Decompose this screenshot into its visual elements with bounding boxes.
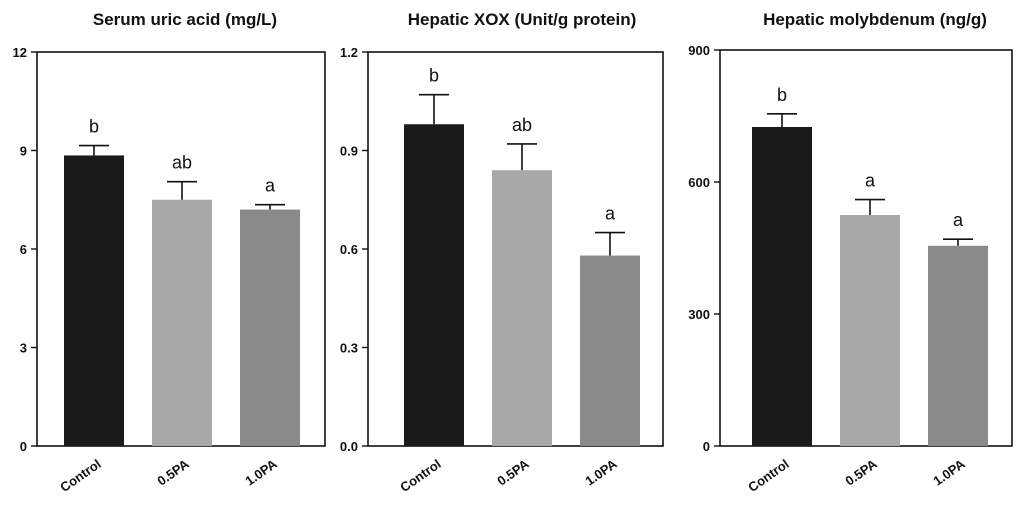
y-tick-label: 9 [20,144,27,159]
x-tick-label: 1.0PA [242,456,280,489]
y-tick-label: 12 [13,45,27,60]
significance-letter: a [953,210,964,230]
x-tick-label: 0.5PA [842,456,880,489]
bar-10pa [240,209,300,446]
y-tick-label: 3 [20,341,27,356]
bar-10pa [928,245,988,446]
significance-letter: b [429,66,439,86]
x-tick-label: 0.5PA [154,456,192,489]
bar-control [752,127,812,446]
significance-letter: ab [512,115,532,135]
significance-letter: b [777,85,787,105]
bar-05pa [492,170,552,446]
significance-letter: a [265,176,276,196]
y-tick-label: 600 [688,175,710,190]
significance-letter: a [605,204,616,224]
chart-title: Serum uric acid (mg/L) [93,10,277,29]
bar-control [64,155,124,447]
y-tick-label: 1.2 [340,45,358,60]
chart-panel-2: Hepatic XOX (Unit/g protein) 0.0 0.3 0.6 0.9… [340,10,664,495]
y-tick-label: 0.0 [340,439,358,454]
y-tick-label: 900 [688,43,710,58]
x-tick-label: Control [397,456,443,495]
y-tick-label: 0.3 [340,341,358,356]
y-tick-label: 6 [20,242,27,257]
y-tick-label: 0 [703,439,710,454]
x-tick-label: Control [745,456,791,495]
x-tick-label: 0.5PA [494,456,532,489]
bar-05pa [152,199,212,446]
bar-10pa [580,255,640,446]
chart-title: Hepatic molybdenum (ng/g) [763,10,987,29]
y-tick-label: 0.9 [340,144,358,159]
x-tick-label: 1.0PA [930,456,968,489]
significance-letter: b [89,117,99,137]
y-tick-label: 300 [688,307,710,322]
chart-panel-1: Serum uric acid (mg/L) 0 3 6 9 12 b Control ab 0.… [13,10,326,495]
y-tick-label: 0.6 [340,242,358,257]
x-tick-label: 1.0PA [582,456,620,489]
chart-panel-3: Hepatic molybdenum (ng/g) 0 300 600 900 b Cont… [688,10,1013,495]
x-tick-label: Control [57,456,103,495]
significance-letter: ab [172,153,192,173]
significance-letter: a [865,171,876,191]
bar-control [404,124,464,446]
y-tick-label: 0 [20,439,27,454]
chart-title: Hepatic XOX (Unit/g protein) [408,10,637,29]
bar-05pa [840,215,900,446]
